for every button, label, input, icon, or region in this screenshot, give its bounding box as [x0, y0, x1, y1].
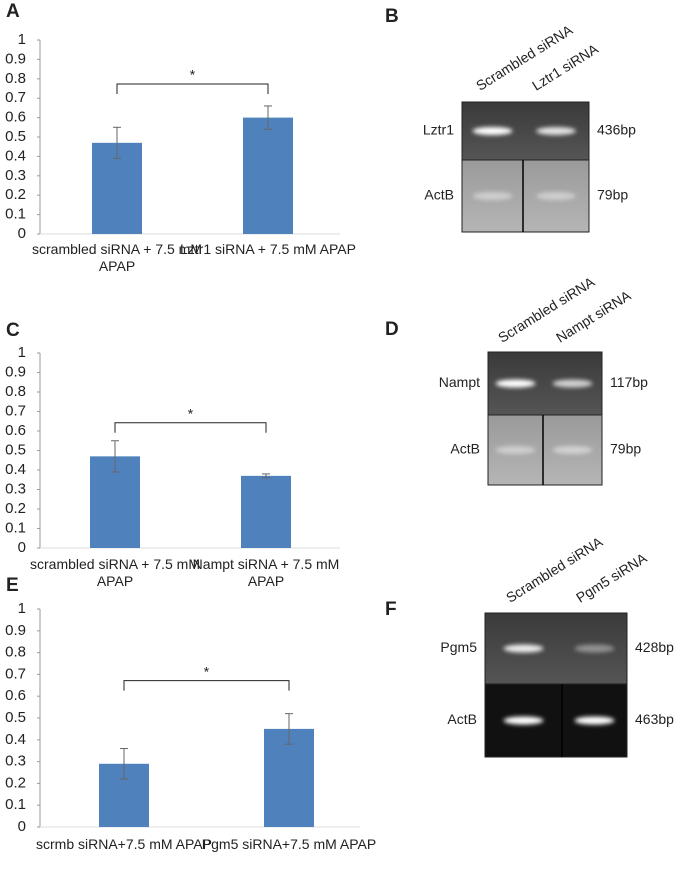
y-tick-label: 0.2	[5, 500, 26, 517]
gel-band	[495, 379, 536, 388]
y-tick-label: 0	[18, 225, 26, 242]
significance-bracket	[116, 83, 269, 94]
y-tick-label: 0.3	[5, 753, 26, 770]
y-tick-label: 0	[18, 818, 26, 835]
bar	[241, 475, 291, 548]
x-tick-label: scrmb siRNA+7.5 mM APAP	[36, 836, 212, 852]
significance-mark: *	[204, 663, 210, 679]
y-tick-label: 0.5	[5, 709, 26, 726]
band-size-label: 436bp	[597, 122, 636, 138]
error-bar	[285, 713, 293, 745]
y-tick-label: 0.1	[5, 519, 26, 536]
y-tick-label: 0.5	[5, 128, 26, 145]
band-size-label: 463bp	[635, 711, 674, 727]
error-bar	[262, 473, 270, 479]
bar	[264, 728, 314, 827]
y-tick-label: 0.7	[5, 402, 26, 419]
gel-band	[574, 644, 615, 653]
bar	[243, 117, 293, 234]
y-tick-label: 0.6	[5, 687, 26, 704]
y-tick-label: 0.8	[5, 70, 26, 87]
panel-label: B	[385, 6, 399, 27]
band-gene-label: Nampt	[439, 374, 480, 390]
band-gene-label: Lztr1	[423, 122, 454, 138]
y-tick-label: 0.6	[5, 109, 26, 126]
error-bar	[113, 126, 121, 159]
gel-band	[472, 192, 513, 200]
y-tick-label: 0.9	[5, 363, 26, 380]
x-tick-label: scrambled siRNA + 7.5 mM APAP	[30, 556, 200, 589]
y-tick-label: 0.4	[5, 147, 26, 164]
gel-band	[536, 127, 576, 135]
panel-label: D	[385, 319, 399, 340]
panel-label: E	[6, 575, 19, 596]
panel-label: A	[6, 1, 20, 22]
gel-band	[503, 644, 544, 653]
band-gene-label: ActB	[447, 711, 477, 727]
y-tick-label: 0.1	[5, 796, 26, 813]
y-tick-label: 0.9	[5, 50, 26, 67]
y-tick-label: 1	[18, 344, 26, 361]
gel-band	[536, 192, 576, 200]
significance-mark: *	[190, 67, 196, 83]
y-tick-label: 0.5	[5, 441, 26, 458]
lane-label: Scrambled siRNA	[473, 21, 576, 93]
gel-band	[503, 716, 544, 725]
x-tick-label: Nampt siRNA + 7.5 mM APAP	[192, 556, 340, 589]
y-tick-label: 0.8	[5, 644, 26, 661]
band-size-label: 117bp	[610, 374, 648, 390]
x-tick-label: Lztr1 siRNA + 7.5 mM APAP	[180, 241, 356, 257]
significance-bracket	[114, 422, 267, 433]
significance-mark: *	[188, 405, 194, 421]
gel-band	[472, 127, 513, 135]
y-tick-label: 1	[18, 31, 26, 48]
error-bar	[111, 440, 119, 473]
y-tick-label: 0.2	[5, 774, 26, 791]
y-tick-label: 0.4	[5, 731, 26, 748]
y-tick-label: 0	[18, 539, 26, 556]
y-tick-label: 0.7	[5, 665, 26, 682]
error-bar	[120, 748, 128, 780]
lane-label: Scrambled siRNA	[495, 273, 598, 345]
y-tick-label: 0.8	[5, 383, 26, 400]
band-gene-label: Pgm5	[440, 639, 477, 655]
gel-band	[495, 446, 536, 454]
y-tick-label: 0.3	[5, 480, 26, 497]
y-tick-label: 0.4	[5, 461, 26, 478]
band-size-label: 428bp	[635, 639, 674, 655]
error-bar	[264, 105, 272, 130]
y-tick-label: 0.2	[5, 186, 26, 203]
significance-bracket	[123, 680, 290, 691]
panel-label: F	[385, 599, 397, 620]
band-gene-label: ActB	[450, 441, 480, 457]
y-tick-label: 0.7	[5, 89, 26, 106]
y-tick-label: 0.3	[5, 167, 26, 184]
band-size-label: 79bp	[610, 441, 641, 457]
gel-band	[574, 716, 615, 725]
band-gene-label: ActB	[424, 187, 454, 203]
x-tick-label: Pgm5 siRNA+7.5 mM APAP	[201, 836, 377, 852]
x-tick-label: scrambled siRNA + 7.5 mM APAP	[32, 241, 202, 274]
y-tick-label: 1	[18, 600, 26, 617]
gel-band	[552, 379, 593, 388]
gel-band	[552, 446, 593, 454]
panel-label: C	[6, 320, 20, 341]
y-tick-label: 0.6	[5, 422, 26, 439]
band-size-label: 79bp	[597, 187, 628, 203]
y-tick-label: 0.9	[5, 622, 26, 639]
y-tick-label: 0.1	[5, 206, 26, 223]
